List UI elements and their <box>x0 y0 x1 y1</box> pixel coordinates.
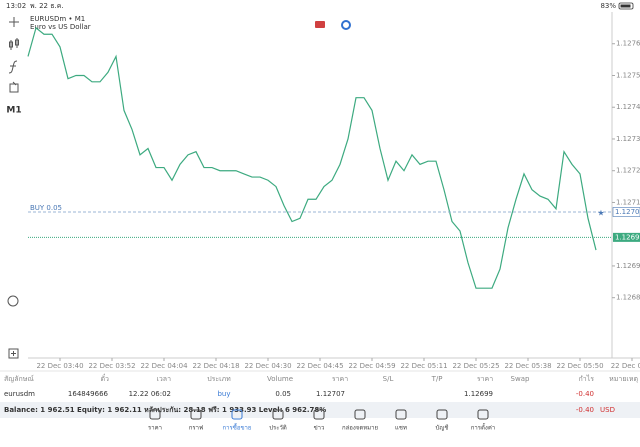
x-tick-label: 22 Dec 05:25 <box>452 362 499 370</box>
order-price-box <box>612 207 640 217</box>
zoom-tool[interactable] <box>7 295 19 307</box>
account-summary: Balance: 1 962.51 Equity: 1 962.11 หลักป… <box>4 406 326 414</box>
table-header: S/L <box>383 375 394 383</box>
objects-tool[interactable] <box>9 81 19 93</box>
table-header: T/P <box>431 375 443 383</box>
bottom-nav: ราคา กราฟ การซื้อขาย ประวัติ ข่าว กล่องจดหมาย… <box>148 409 495 432</box>
order-price: 1.12707 <box>615 208 640 216</box>
table-header: สัญลักษณ์ <box>4 375 34 383</box>
nav-item[interactable]: การตั้งค่า <box>471 409 495 432</box>
nav-icon <box>354 409 366 420</box>
table-header: หมายเหตุ <box>609 375 638 383</box>
nav-icon <box>231 409 243 420</box>
nav-icon <box>190 409 202 420</box>
nav-icon <box>477 409 489 420</box>
nav-label: กล่องจดหมาย <box>342 425 378 432</box>
nav-icon <box>272 409 284 420</box>
chart-description: Euro vs US Dollar <box>30 23 91 31</box>
y-tick-label: 1.12750 <box>616 71 640 79</box>
account-profit: -0.40 <box>576 406 594 414</box>
bid-price: 1.12699 <box>615 233 640 241</box>
chart-symbol: EURUSDm • M1 <box>30 15 85 23</box>
x-tick-label: 22 Dec 03:40 <box>36 362 83 370</box>
left-toolbar <box>7 17 19 359</box>
positions-table: สัญลักษณ์ ตั๋ว เวลา ประเภท Volume ราคา S/L T/P ร… <box>4 374 638 398</box>
table-cell: eurusdm <box>4 390 35 398</box>
battery-icon <box>618 2 634 10</box>
nav-label: ราคา <box>148 425 162 432</box>
table-header: กำไร <box>579 374 595 383</box>
table-header: ราคา <box>477 375 493 383</box>
price-line <box>27 26 597 289</box>
y-tick-label: 1.12730 <box>616 135 640 143</box>
table-cell: 1.12699 <box>464 390 493 398</box>
nav-item[interactable]: กล่องจดหมาย <box>342 409 378 432</box>
nav-item[interactable]: แชท <box>395 409 407 432</box>
nav-item[interactable]: ราคา <box>148 409 162 432</box>
y-tick-label: 1.12760 <box>616 40 640 48</box>
y-tick-label: 1.12680 <box>616 294 640 302</box>
x-tick-label: 22 Dec 05:50 <box>556 362 603 370</box>
nav-label: ประวัติ <box>269 425 287 432</box>
order-label: BUY 0.05 <box>30 204 62 212</box>
nav-label: ข่าว <box>314 425 325 432</box>
order-star: ★ <box>597 208 604 217</box>
x-tick-label: 22 Dec 05:11 <box>400 362 447 370</box>
table-cell: buy <box>217 390 230 398</box>
y-tick-label: 1.12720 <box>616 167 640 175</box>
battery-level <box>620 4 631 8</box>
nav-icon <box>395 409 407 420</box>
table-cell: -0.40 <box>576 390 594 398</box>
nav-label: การตั้งค่า <box>471 422 495 432</box>
account-currency: USD <box>600 406 615 414</box>
nav-label: บัญชี <box>436 424 449 432</box>
nav-item[interactable]: กราฟ <box>189 409 203 432</box>
new-order-tool[interactable] <box>8 348 19 359</box>
table-header: ราคา <box>332 375 348 383</box>
nav-item[interactable]: บัญชี <box>436 409 449 432</box>
nav-icon <box>149 409 161 420</box>
table-header: Swap <box>511 375 530 383</box>
x-tick-label: 22 Dec 06:0 <box>611 362 640 370</box>
chart: 1.12760 1.12750 1.12740 1.12730 1.12720 1.127… <box>27 26 640 370</box>
buy-button[interactable] <box>315 21 325 28</box>
x-tick-label: 22 Dec 04:59 <box>348 362 395 370</box>
timeframe-button[interactable]: M1 <box>6 106 21 116</box>
sell-button[interactable] <box>341 20 351 30</box>
table-cell: 1.12707 <box>316 390 345 398</box>
x-tick-label: 22 Dec 05:38 <box>504 362 551 370</box>
bid-price-box <box>613 232 640 242</box>
status-date: พ. 22 ธ.ค. <box>30 2 64 10</box>
table-header: Volume <box>267 375 293 383</box>
nav-item[interactable]: ข่าว <box>313 409 325 432</box>
nav-label: การซื้อขาย <box>223 422 252 432</box>
nav-icon <box>436 409 448 420</box>
chart-type-tool[interactable] <box>9 38 19 50</box>
table-header: ประเภท <box>207 375 231 383</box>
table-header: เวลา <box>156 375 171 383</box>
indicator-tool[interactable] <box>8 60 18 74</box>
status-battery: 83% <box>600 2 616 10</box>
crosshair-tool[interactable] <box>9 17 19 27</box>
x-tick-label: 22 Dec 04:45 <box>296 362 343 370</box>
nav-label: แชท <box>395 425 407 432</box>
nav-icon <box>313 409 325 420</box>
x-tick-label: 22 Dec 04:18 <box>192 362 239 370</box>
y-tick-label: 1.12690 <box>616 262 640 270</box>
x-tick-label: 22 Dec 04:04 <box>140 362 188 370</box>
table-cell: 12.22 06:02 <box>129 390 171 398</box>
nav-item[interactable]: ประวัติ <box>269 409 287 432</box>
y-tick-label: 1.12710 <box>616 198 640 206</box>
table-header: ตั๋ว <box>101 374 110 383</box>
status-time: 13:02 <box>6 2 26 10</box>
y-tick-label: 1.12740 <box>616 103 640 111</box>
nav-label: กราฟ <box>189 425 203 432</box>
table-cell: 0.05 <box>275 390 291 398</box>
nav-item[interactable]: การซื้อขาย <box>223 409 252 432</box>
x-tick-label: 22 Dec 04:30 <box>244 362 291 370</box>
x-tick-label: 22 Dec 03:52 <box>88 362 135 370</box>
table-cell: 164849666 <box>68 390 109 398</box>
